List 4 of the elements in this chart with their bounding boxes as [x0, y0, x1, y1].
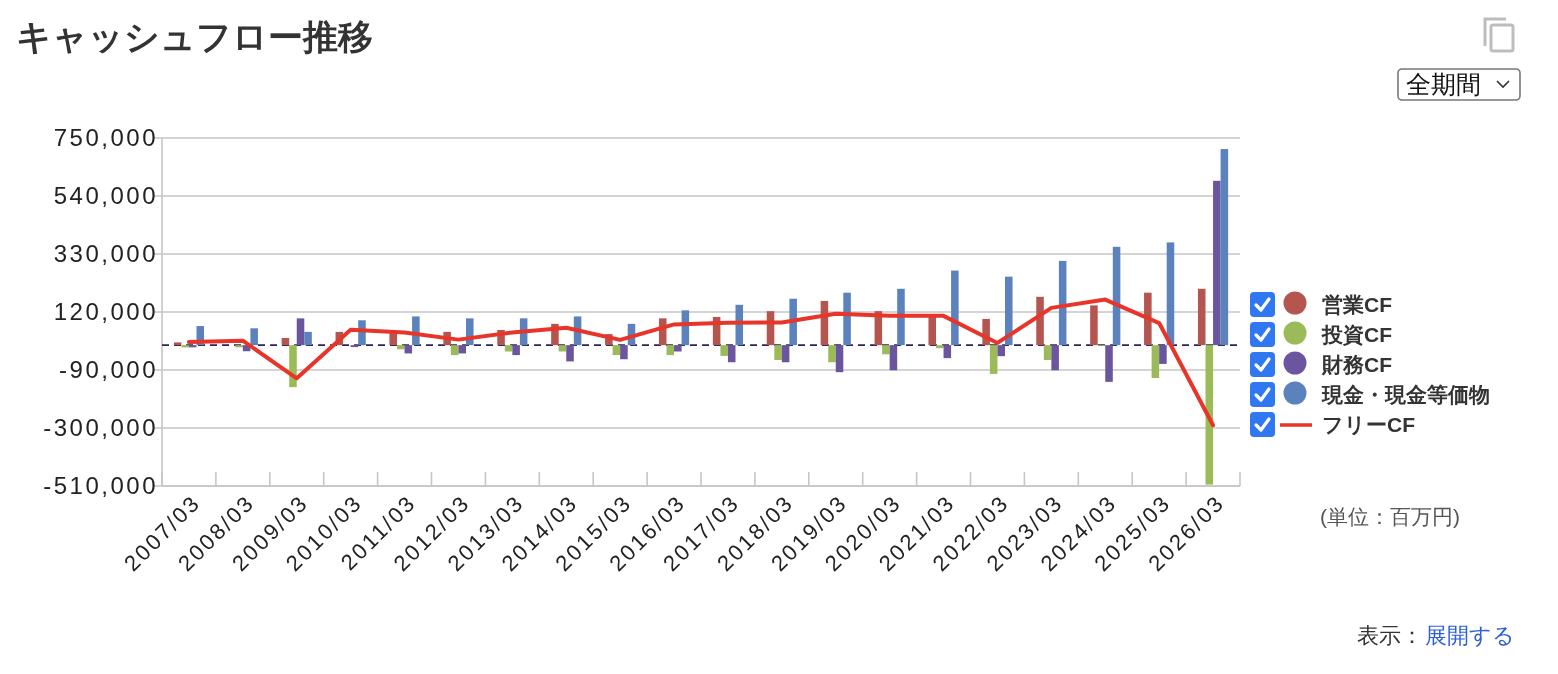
link: 展開する: [1425, 623, 1515, 648]
note: 表示：: [1357, 623, 1423, 648]
title: キャッシュフロー推移: [16, 17, 373, 56]
note: (単位：百万円): [1320, 505, 1460, 528]
